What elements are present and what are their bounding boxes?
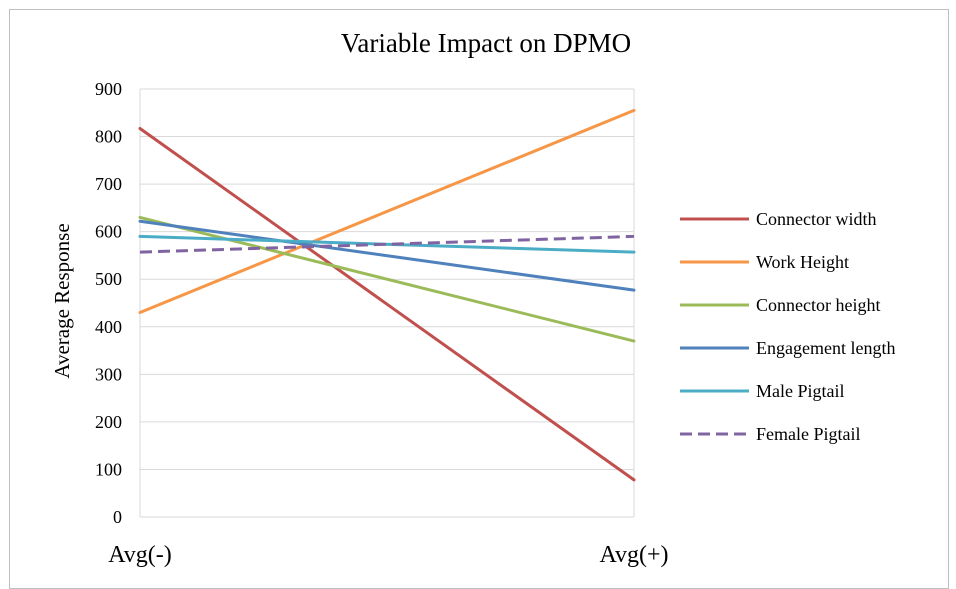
legend-label: Female Pigtail <box>756 424 860 444</box>
y-tick-label: 400 <box>95 317 122 337</box>
series-line-engagement-length <box>138 219 636 292</box>
chart-title: Variable Impact on DPMO <box>341 28 631 58</box>
y-tick-label: 0 <box>113 507 122 527</box>
series-line-connector-width <box>138 126 636 482</box>
y-axis-label: Average Response <box>50 223 74 378</box>
y-tick-label: 600 <box>95 222 122 242</box>
y-tick-label: 300 <box>95 364 122 384</box>
legend-label: Male Pigtail <box>756 381 845 401</box>
chart-frame <box>9 9 949 589</box>
x-category-label: Avg(+) <box>599 542 668 568</box>
y-tick-label: 900 <box>95 79 122 99</box>
x-axis-categories: Avg(-) Avg(+) <box>108 542 668 568</box>
y-tick-label: 200 <box>95 412 122 432</box>
x-category-label: Avg(-) <box>108 542 172 568</box>
series-lines <box>138 108 636 482</box>
y-tick-label: 500 <box>95 269 122 289</box>
legend-label: Work Height <box>756 252 849 272</box>
legend-label: Connector height <box>756 295 880 315</box>
y-tick-label: 800 <box>95 127 122 147</box>
y-tick-label: 700 <box>95 174 122 194</box>
legend: Connector width Work Height Connector heig… <box>680 209 895 444</box>
series-line-female-pigtail <box>139 234 635 254</box>
legend-label: Engagement length <box>756 338 895 358</box>
series-line-work-height <box>138 108 636 315</box>
legend-label: Connector width <box>756 209 876 229</box>
line-chart: Variable Impact on DPMO Average Response… <box>50 28 895 568</box>
y-axis-ticks: 0 100 200 300 400 500 600 700 800 900 <box>95 79 122 527</box>
y-tick-label: 100 <box>95 459 122 479</box>
series-line-male-pigtail <box>138 234 636 254</box>
